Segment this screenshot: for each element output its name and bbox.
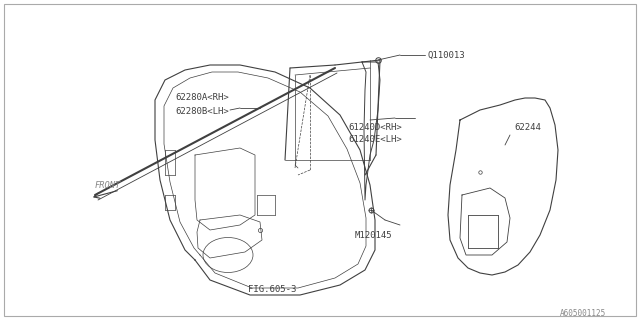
Text: 62244: 62244 [514,124,541,132]
Text: 62280B<LH>: 62280B<LH> [175,108,228,116]
Text: Q110013: Q110013 [427,51,465,60]
Text: FRONT: FRONT [95,181,121,190]
Text: M120145: M120145 [355,230,392,239]
Text: FIG.605-3: FIG.605-3 [248,285,296,294]
Text: 61240E<LH>: 61240E<LH> [348,135,402,145]
Text: A605001125: A605001125 [560,308,606,317]
Text: 61240D<RH>: 61240D<RH> [348,123,402,132]
Text: 62280A<RH>: 62280A<RH> [175,93,228,102]
